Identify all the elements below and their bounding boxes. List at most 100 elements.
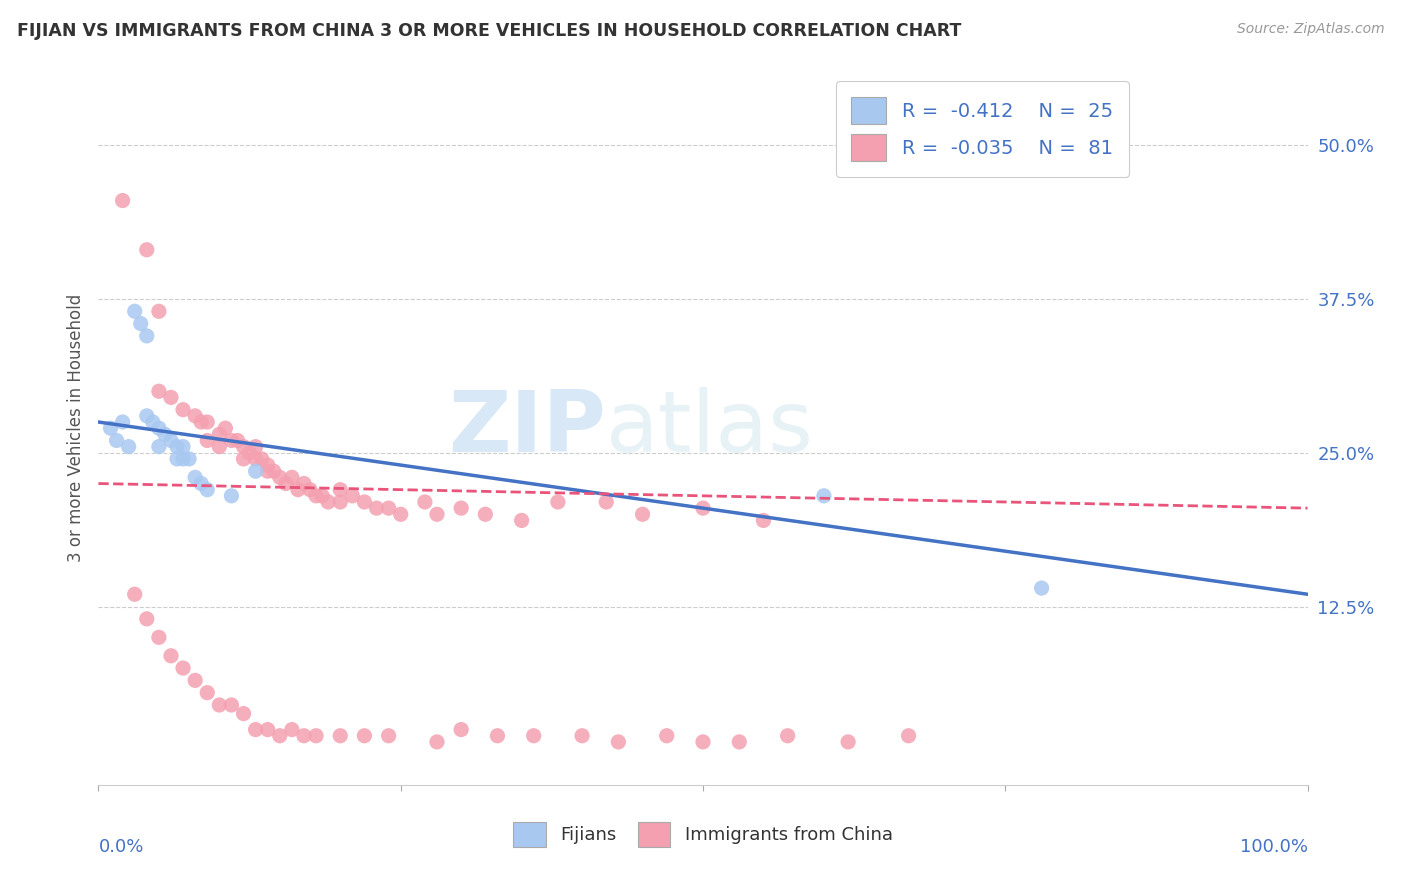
Point (305, 729, 328, 743)
Point (450, 723, 472, 737)
Point (221, 434, 243, 448)
Point (263, 464, 285, 478)
Point (195, 483, 218, 497)
Point (142, 415, 165, 429)
Point (135, 612, 157, 626)
Point (148, 421, 170, 435)
Legend: Fijians, Immigrants from China: Fijians, Immigrants from China (506, 814, 900, 855)
Point (208, 440, 231, 454)
Point (160, 391, 183, 405)
Point (474, 508, 496, 522)
Point (153, 427, 176, 442)
Point (752, 513, 775, 527)
Point (523, 729, 546, 743)
Point (195, 686, 218, 700)
Point (269, 470, 291, 484)
Point (148, 630, 170, 644)
Point (897, 729, 920, 743)
Point (329, 495, 352, 509)
Point (813, 489, 835, 503)
Point (631, 508, 654, 522)
Point (195, 415, 218, 429)
Text: 100.0%: 100.0% (1240, 838, 1308, 856)
Point (274, 476, 297, 491)
Point (135, 329, 157, 343)
Point (329, 729, 352, 743)
Point (148, 384, 170, 399)
Text: atlas: atlas (606, 386, 814, 470)
Point (837, 735, 859, 749)
Point (172, 402, 194, 417)
Point (111, 194, 134, 208)
Point (292, 729, 315, 743)
Point (342, 489, 364, 503)
Point (250, 451, 273, 466)
Point (135, 243, 157, 257)
Point (184, 673, 207, 688)
Point (655, 729, 678, 743)
Y-axis label: 3 or more Vehicles in Household: 3 or more Vehicles in Household (66, 294, 84, 562)
Point (353, 729, 375, 743)
Point (221, 698, 243, 712)
Point (595, 495, 617, 509)
Point (292, 476, 315, 491)
Point (208, 698, 231, 712)
Point (124, 587, 146, 601)
Point (190, 415, 212, 429)
Point (287, 483, 309, 497)
Point (226, 434, 249, 448)
Point (486, 729, 509, 743)
Point (172, 661, 194, 675)
Point (281, 723, 304, 737)
Point (129, 317, 152, 331)
Point (269, 729, 291, 743)
Point (166, 451, 188, 466)
Point (195, 434, 218, 448)
Point (105, 434, 128, 448)
Point (311, 489, 333, 503)
Point (426, 508, 449, 522)
Point (232, 440, 254, 454)
Point (208, 427, 231, 442)
Point (190, 476, 212, 491)
Point (124, 304, 146, 318)
Point (366, 501, 388, 516)
Point (148, 440, 170, 454)
Point (692, 501, 714, 516)
Point (692, 735, 714, 749)
Point (135, 409, 157, 423)
Point (172, 451, 194, 466)
Text: FIJIAN VS IMMIGRANTS FROM CHINA 3 OR MORE VEHICLES IN HOUSEHOLD CORRELATION CHAR: FIJIAN VS IMMIGRANTS FROM CHINA 3 OR MOR… (17, 22, 962, 40)
Point (776, 729, 799, 743)
Point (305, 489, 328, 503)
Point (329, 483, 352, 497)
Point (184, 470, 207, 484)
Point (426, 735, 449, 749)
Point (172, 440, 194, 454)
Point (184, 409, 207, 423)
Point (179, 451, 201, 466)
Point (160, 648, 183, 663)
Point (256, 458, 278, 472)
Point (377, 501, 399, 516)
Point (728, 735, 751, 749)
Point (547, 495, 569, 509)
Point (510, 513, 533, 527)
Point (245, 464, 267, 478)
Point (232, 451, 254, 466)
Point (166, 440, 188, 454)
Point (389, 508, 412, 522)
Point (111, 415, 134, 429)
Point (245, 723, 267, 737)
Point (413, 495, 436, 509)
Point (148, 304, 170, 318)
Point (160, 434, 183, 448)
Point (377, 729, 399, 743)
Text: Source: ZipAtlas.com: Source: ZipAtlas.com (1237, 22, 1385, 37)
Point (221, 489, 243, 503)
Point (256, 723, 278, 737)
Point (353, 495, 375, 509)
Text: ZIP: ZIP (449, 386, 606, 470)
Point (316, 495, 339, 509)
Point (256, 464, 278, 478)
